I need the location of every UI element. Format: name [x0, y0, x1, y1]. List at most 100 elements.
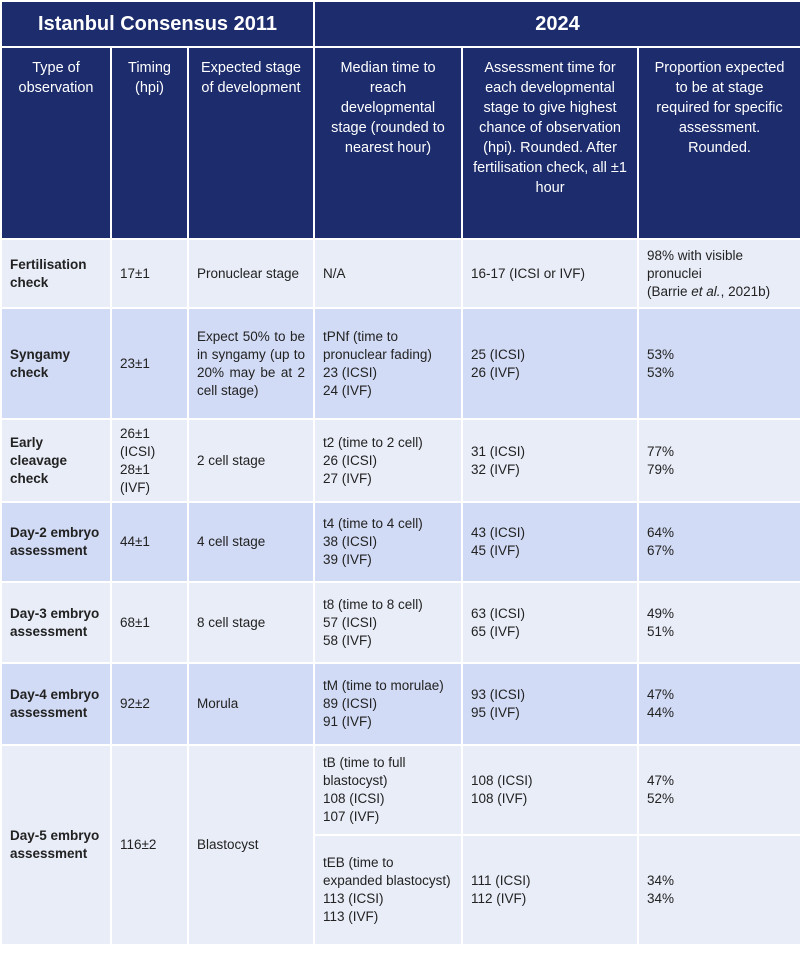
proportion-cell: 49% 51%	[637, 581, 800, 664]
cell-line: 98% with visible pronuclei	[647, 247, 744, 281]
timing-cell: 92±2	[110, 662, 189, 746]
cell-line: 47%	[647, 773, 675, 788]
cell-line: 91 (IVF)	[323, 714, 372, 729]
citation-text: , 2021b)	[720, 283, 771, 299]
assessment-cell: 43 (ICSI) 45 (IVF)	[461, 501, 640, 583]
expected-cell: 2 cell stage	[186, 418, 316, 503]
cell-line: 16-17 (ICSI or IVF)	[471, 265, 586, 281]
cell-line: 111 (ICSI)	[471, 873, 531, 888]
cell-line: 51%	[647, 623, 675, 639]
median-cell: tM (time to morulae) 89 (ICSI) 91 (IVF)	[313, 662, 464, 746]
observation-cell: Syngamy check	[0, 307, 112, 420]
proportion-cell: 47% 44%	[637, 662, 800, 746]
cell-line: 24 (IVF)	[323, 382, 372, 398]
cell-line: tPNf (time to pronuclear fading)	[323, 328, 432, 362]
median-cell: t2 (time to 2 cell) 26 (ICSI) 27 (IVF)	[313, 418, 464, 503]
citation-italic: et al.	[691, 283, 721, 299]
cell-line: t4 (time to 4 cell)	[323, 516, 423, 531]
cell-line: 47%	[647, 687, 675, 702]
cell-line: 79%	[647, 461, 675, 477]
cell-line: 17±1	[120, 265, 150, 281]
cell-line: 113 (ICSI)	[323, 891, 384, 906]
expected-cell: 4 cell stage	[186, 501, 316, 583]
median-cell: tPNf (time to pronuclear fading) 23 (ICSI…	[313, 307, 464, 420]
observation-cell: Day-3 embryo assessment	[0, 581, 112, 664]
cell-line: 108 (IVF)	[471, 791, 528, 806]
observation-cell: Day-5 embryo assessment	[0, 744, 112, 946]
cell-line: 93 (ICSI)	[471, 687, 526, 702]
column-header: Timing (hpi)	[110, 46, 189, 240]
cell-line: 63 (ICSI)	[471, 605, 526, 621]
proportion-cell: 53% 53%	[637, 307, 800, 420]
table-row: Early cleavage check 26±1 (ICSI) 28±1 (IVF…	[0, 418, 800, 503]
cell-line: 67%	[647, 543, 675, 558]
cell-line: 113 (IVF)	[323, 909, 379, 924]
cell-line: 112 (IVF)	[471, 891, 527, 906]
timing-cell: 26±1 (ICSI) 28±1 (IVF)	[110, 418, 189, 503]
column-header: Expected stage of development	[186, 46, 316, 240]
cell-line: 43 (ICSI)	[471, 525, 526, 540]
proportion-cell: 47% 52%	[637, 744, 800, 836]
assessment-cell: 108 (ICSI) 108 (IVF)	[461, 744, 640, 836]
cell-line: t2 (time to 2 cell)	[323, 434, 423, 450]
cell-line: 107 (IVF)	[323, 809, 380, 824]
table-row: Day-2 embryo assessment 44±1 4 cell stage t…	[0, 501, 800, 583]
cell-line: 32 (IVF)	[471, 461, 520, 477]
median-cell: t4 (time to 4 cell) 38 (ICSI) 39 (IVF)	[313, 501, 464, 583]
cell-line: 26 (ICSI)	[323, 452, 378, 468]
cell-line: 44±1	[120, 534, 150, 549]
median-cell: tB (time to full blastocyst) 108 (ICSI) 10…	[313, 744, 464, 836]
cell-line: 25 (ICSI)	[471, 346, 526, 362]
assessment-cell: 111 (ICSI) 112 (IVF)	[461, 834, 640, 946]
cell-line: 89 (ICSI)	[323, 696, 378, 711]
expected-cell: Expect 50% to be in syngamy (up to 20% m…	[186, 307, 316, 420]
assessment-cell: 63 (ICSI) 65 (IVF)	[461, 581, 640, 664]
timing-cell: 68±1	[110, 581, 189, 664]
cell-line: 49%	[647, 605, 675, 621]
expected-cell: Morula	[186, 662, 316, 746]
cell-line: 45 (IVF)	[471, 543, 520, 558]
observation-cell: Fertilisation check	[0, 238, 112, 309]
cell-line: 95 (IVF)	[471, 705, 520, 720]
median-cell: N/A	[313, 238, 464, 309]
table-row: Syngamy check 23±1 Expect 50% to be in syn…	[0, 307, 800, 420]
observation-cell: Day-2 embryo assessment	[0, 501, 112, 583]
assessment-cell: 93 (ICSI) 95 (IVF)	[461, 662, 640, 746]
median-cell: t8 (time to 8 cell) 57 (ICSI) 58 (IVF)	[313, 581, 464, 664]
cell-line: 108 (ICSI)	[471, 773, 533, 788]
cell-line: 34%	[647, 891, 675, 906]
group-header: 2024	[313, 0, 800, 48]
assessment-cell: 31 (ICSI) 32 (IVF)	[461, 418, 640, 503]
table-row: Day-3 embryo assessment 68±1 8 cell stage t…	[0, 581, 800, 664]
cell-line: 108 (ICSI)	[323, 791, 385, 806]
cell-line: 65 (IVF)	[471, 623, 520, 639]
cell-line: 53%	[647, 346, 675, 362]
cell-line: 34%	[647, 873, 675, 888]
cell-line: 38 (ICSI)	[323, 534, 378, 549]
table: Istanbul Consensus 2011 2024 Type of obse…	[0, 0, 800, 946]
timing-cell: 116±2	[110, 744, 189, 946]
table-row: Fertilisation check 17±1 Pronuclear stage N…	[0, 238, 800, 309]
proportion-cell: 34% 34%	[637, 834, 800, 946]
cell-line: 39 (IVF)	[323, 552, 372, 567]
cell-line: 116±2	[120, 837, 157, 852]
proportion-cell: 98% with visible pronuclei (Barrie et al.…	[637, 238, 800, 309]
cell-line: N/A	[323, 265, 346, 281]
table-row: Day-4 embryo assessment 92±2 Morula tM (tim…	[0, 662, 800, 746]
table-body: Istanbul Consensus 2011 2024 Type of obse…	[0, 0, 800, 946]
column-header: Median time to reach developmental stage…	[313, 46, 464, 240]
group-header: Istanbul Consensus 2011	[0, 0, 316, 48]
expected-cell: 8 cell stage	[186, 581, 316, 664]
cell-line: (Barrie et al., 2021b)	[647, 283, 792, 301]
cell-line: 23±1	[120, 355, 150, 371]
column-header: Type of observation	[0, 46, 112, 240]
cell-line: 92±2	[120, 696, 150, 711]
table-row: Day-5 embryo assessment 116±2 Blastocyst tB…	[0, 744, 800, 946]
cell-line: 28±1 (IVF)	[120, 461, 150, 495]
expected-cell: Blastocyst	[186, 744, 316, 946]
cell-line: 23 (ICSI)	[323, 364, 378, 380]
cell-line: 44%	[647, 705, 675, 720]
column-header: Proportion expected to be at stage requi…	[637, 46, 800, 240]
cell-line: tB (time to full blastocyst)	[323, 755, 406, 788]
